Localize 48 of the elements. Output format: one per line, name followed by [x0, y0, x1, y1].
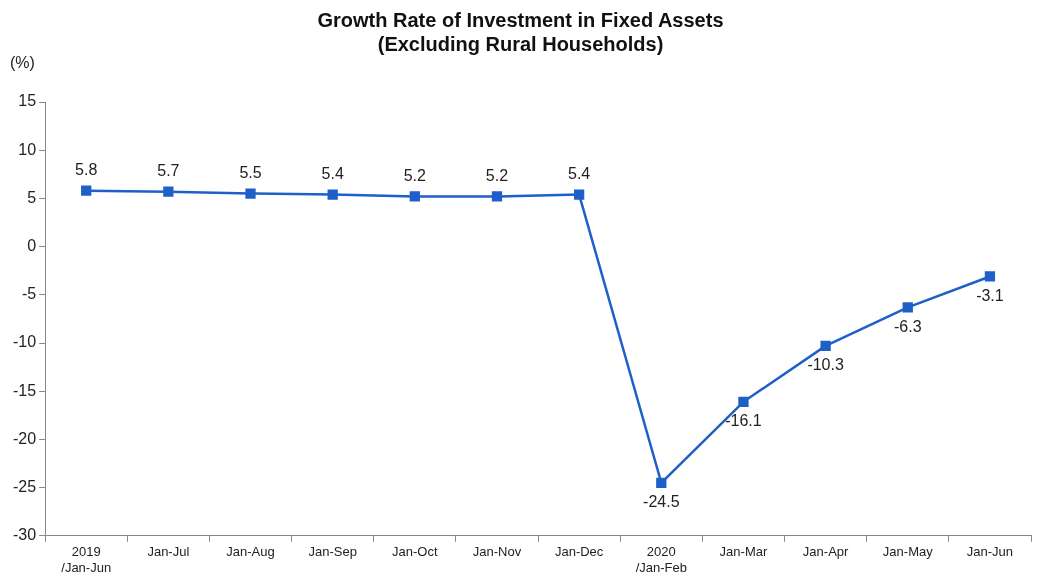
x-tick-label: Jan-Jul: [147, 544, 190, 560]
y-tick-label: 10: [18, 140, 37, 158]
data-label: -24.5: [643, 493, 680, 511]
x-tick-label: Jan-Apr: [802, 544, 850, 560]
point: [409, 191, 420, 202]
y-tick-label: -15: [13, 381, 37, 399]
data-label: -3.1: [976, 286, 1004, 304]
y-tick-label: -25: [13, 478, 37, 496]
point: [738, 396, 749, 407]
data-label: 5.2: [403, 166, 427, 184]
y-tick-label: -20: [13, 429, 37, 447]
y-tick-label: -5: [21, 285, 37, 303]
x-tick-label: Jan-Dec: [554, 544, 604, 560]
x-tick-label: 2019 /Jan-Jun: [61, 544, 112, 575]
data-label: -16.1: [725, 412, 762, 430]
data-label: 5.4: [321, 164, 344, 182]
y-axis-title: (%): [10, 54, 35, 72]
x-tick-label: Jan-Aug: [226, 544, 275, 560]
x-tick-label: Jan-Jun: [966, 544, 1014, 560]
x-tick-label: Jan-Nov: [472, 544, 522, 560]
y-tick-label: 0: [27, 237, 37, 255]
chart-title: Growth Rate of Investment in Fixed Assets (Excluding Rural Households): [317, 8, 724, 55]
point: [81, 185, 92, 196]
point: [574, 189, 585, 200]
y-tick-label: -10: [13, 333, 37, 351]
data-label: 5.8: [75, 161, 98, 179]
x-tick-label: Jan-Mar: [719, 544, 768, 560]
point: [491, 191, 503, 202]
y-tick-label: 5: [27, 188, 37, 206]
x-tick-label: Jan-May: [882, 544, 934, 560]
point: [163, 186, 174, 197]
y-tick-label: -30: [13, 526, 37, 544]
point: [327, 189, 338, 200]
data-label: -10.3: [807, 356, 844, 374]
data-label: -6.3: [893, 317, 922, 335]
data-label: 5.7: [157, 162, 180, 180]
point: [245, 188, 256, 199]
point: [984, 271, 996, 282]
data-label: 5.2: [485, 166, 509, 184]
data-label: 5.4: [568, 164, 591, 182]
point: [656, 477, 667, 488]
x-tick-label: Jan-Oct: [392, 544, 438, 560]
point: [902, 302, 913, 313]
data-label: 5.5: [239, 163, 262, 181]
point: [820, 340, 831, 352]
y-tick-label: 15: [18, 92, 37, 110]
x-tick-label: 2020 /Jan-Feb: [635, 544, 687, 575]
x-tick-label: Jan-Sep: [308, 544, 357, 560]
